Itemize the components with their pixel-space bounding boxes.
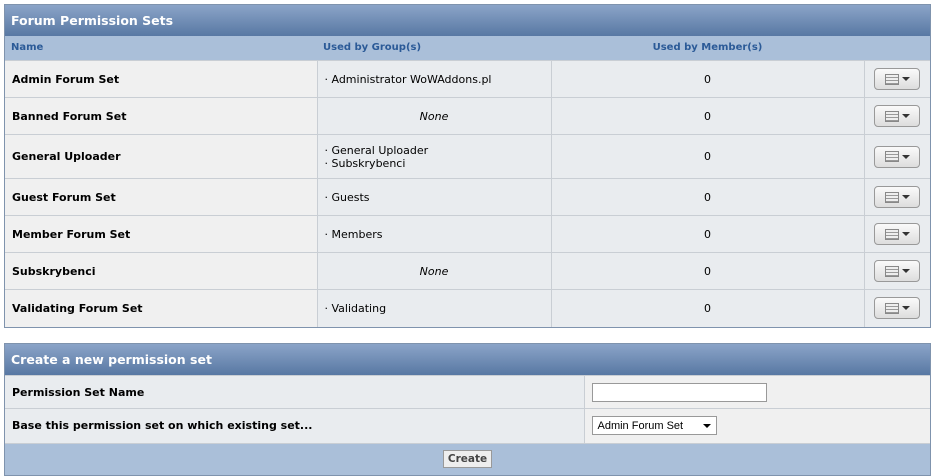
used-by-groups: · Guests — [317, 178, 552, 216]
permission-set-name: Guest Forum Set — [5, 178, 318, 216]
base-set-label: Base this permission set on which existi… — [5, 408, 585, 443]
panel-title: Forum Permission Sets — [5, 5, 930, 36]
options-menu-button[interactable] — [874, 186, 921, 208]
options-menu-button[interactable] — [874, 105, 921, 127]
list-icon — [884, 191, 899, 203]
permission-set-name: General Uploader — [5, 134, 318, 179]
options-menu-button[interactable] — [874, 223, 921, 245]
dropdown-arrow-icon — [901, 232, 910, 236]
dropdown-arrow-icon — [901, 195, 910, 199]
table-row: Admin Forum Set · Administrator WoWAddon… — [5, 60, 930, 98]
used-by-members: 0 — [551, 215, 865, 253]
list-icon — [884, 265, 899, 277]
group-item: · Validating — [324, 301, 387, 315]
used-by-members: 0 — [551, 178, 865, 216]
table-row: Subskrybenci None 0 — [5, 252, 930, 290]
list-icon — [884, 151, 899, 162]
permission-set-name-input[interactable] — [591, 382, 767, 402]
table-row: Guest Forum Set · Guests 0 — [5, 178, 930, 216]
dropdown-arrow-icon — [901, 269, 910, 273]
create-permission-set-panel: Create a new permission set Permission S… — [4, 343, 931, 476]
permission-set-name: Member Forum Set — [5, 215, 318, 253]
used-by-groups: · Members — [317, 215, 552, 253]
column-headers: Name Used by Group(s) Used by Member(s) — [5, 36, 930, 60]
base-set-selected: Admin Forum Set — [597, 419, 684, 432]
used-by-groups: · Administrator WoWAddons.pl — [317, 60, 552, 98]
form-row-base: Base this permission set on which existi… — [5, 408, 930, 443]
table-row: Banned Forum Set None 0 — [5, 97, 930, 135]
list-icon — [884, 73, 899, 85]
permission-set-name: Banned Forum Set — [5, 97, 318, 135]
used-by-members: 0 — [551, 97, 865, 135]
group-item: · Members — [324, 227, 383, 241]
used-by-groups: · General Uploader · Subskrybenci — [317, 134, 552, 179]
form-footer: Create — [5, 442, 930, 475]
group-item: · Administrator WoWAddons.pl — [324, 72, 492, 86]
table-row: Validating Forum Set · Validating 0 — [5, 289, 930, 327]
group-item: · Subskrybenci — [324, 156, 406, 170]
panel-title: Create a new permission set — [5, 344, 930, 375]
dropdown-arrow-icon — [901, 114, 910, 118]
permission-set-name: Validating Forum Set — [5, 289, 318, 327]
dropdown-arrow-icon — [901, 154, 910, 159]
options-menu-button[interactable] — [874, 145, 921, 168]
dropdown-arrow-icon — [901, 306, 910, 311]
table-row: General Uploader · General Uploader · Sub… — [5, 134, 930, 179]
permission-sets-table: Admin Forum Set · Administrator WoWAddon… — [5, 60, 930, 327]
create-form: Permission Set Name Base this permission… — [5, 375, 930, 443]
groups-none: None — [419, 264, 449, 278]
groups-none: None — [419, 109, 449, 123]
column-header-name: Name — [11, 42, 44, 53]
form-row-name: Permission Set Name — [5, 375, 930, 409]
list-icon — [884, 302, 899, 314]
used-by-members: 0 — [551, 60, 865, 98]
used-by-members: 0 — [551, 134, 865, 179]
column-header-groups: Used by Group(s) — [323, 42, 422, 53]
group-item: · General Uploader — [324, 143, 429, 157]
table-row: Member Forum Set · Members 0 — [5, 215, 930, 253]
options-menu-button[interactable] — [874, 68, 921, 90]
used-by-groups: · Validating — [317, 289, 552, 327]
used-by-groups: None — [317, 97, 552, 135]
permission-set-name: Admin Forum Set — [5, 60, 318, 98]
permission-set-name: Subskrybenci — [5, 252, 318, 290]
used-by-members: 0 — [551, 289, 865, 327]
list-icon — [884, 110, 899, 122]
chevron-down-icon — [702, 423, 711, 428]
used-by-groups: None — [317, 252, 552, 290]
permission-set-name-label: Permission Set Name — [5, 375, 585, 409]
group-item: · Guests — [324, 190, 370, 204]
options-menu-button[interactable] — [874, 297, 921, 320]
create-button[interactable]: Create — [442, 450, 493, 468]
dropdown-arrow-icon — [901, 77, 910, 81]
column-header-members: Used by Member(s) — [652, 42, 763, 53]
used-by-members: 0 — [551, 252, 865, 290]
options-menu-button[interactable] — [874, 260, 921, 282]
list-icon — [884, 228, 899, 240]
permission-sets-panel: Forum Permission Sets Name Used by Group… — [4, 4, 931, 328]
base-set-select[interactable]: Admin Forum Set — [591, 416, 717, 436]
